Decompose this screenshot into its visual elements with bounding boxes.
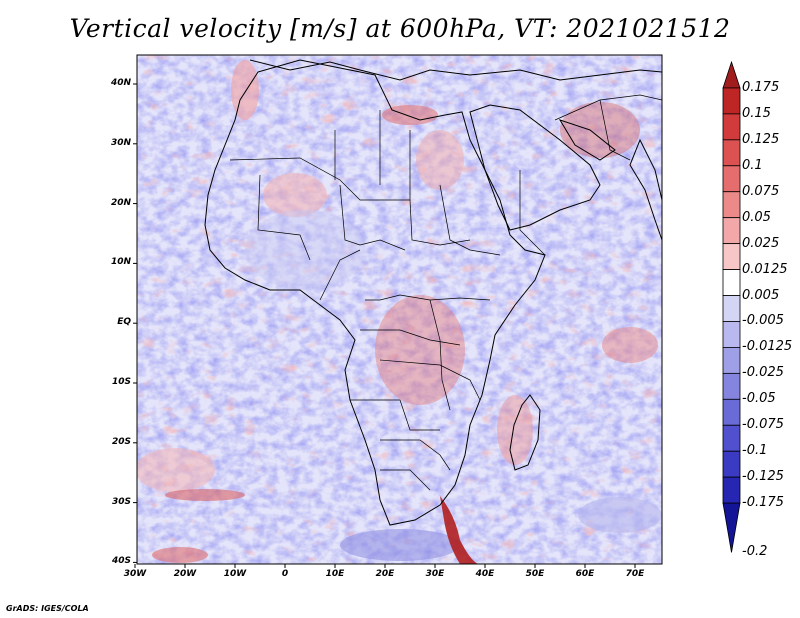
lon-label: 30E [425,569,445,579]
colorbar-swatch [722,398,741,426]
colorbar-swatch [722,321,741,348]
colorbar-swatch [722,191,741,219]
colorbar-label: 0.025 [742,235,780,251]
coastlines [204,59,662,526]
colorbar-swatch [722,60,741,89]
colorbar-swatch [722,372,741,400]
lon-label: 10E [325,569,345,579]
colorbar-label: -0.005 [742,313,784,329]
colorbar-label: -0.0125 [742,339,793,355]
colorbar-swatch [722,476,741,504]
lon-label: 20W [173,569,197,579]
lon-label: 60E [575,569,595,579]
colorbar-label: 0.0125 [742,261,788,277]
colorbar-label: -0.175 [742,495,784,511]
lat-label: 20S [111,436,131,447]
lat-label: EQ [117,317,131,328]
lat-label: 40S [111,556,131,567]
lon-label: 50E [525,569,545,579]
colorbar-label: 0.15 [742,105,771,121]
axis-ticks [133,83,636,568]
lon-label: 0 [281,569,289,579]
lon-label: 30W [123,569,147,579]
lat-label: 30N [110,137,131,148]
colorbar-swatch [722,347,741,374]
colorbar-label: -0.1 [742,443,768,459]
grads-credit: GrADS: IGES/COLA [6,604,89,613]
colorbar-swatch [722,424,741,452]
lat-label: 10N [110,257,131,268]
colorbar-label: -0.2 [742,544,768,560]
colorbar-label: 0.175 [742,79,780,95]
colorbar-label: -0.025 [742,365,784,381]
colorbar-swatch [722,269,741,296]
colorbar-label: -0.05 [742,391,776,407]
lat-label: 30S [111,496,131,507]
colorbar-swatch [722,502,741,553]
lon-label: 20E [375,569,395,579]
lat-label: 10S [111,377,131,387]
colorbar-swatch [722,165,741,193]
map-title: Vertical velocity [m/s] at 600hPa, VT: 2… [69,14,731,43]
colorbar-label: 0.005 [742,287,780,303]
colorbar-swatch [722,217,741,245]
colorbar-label: 0.05 [742,209,771,225]
colorbar-swatch [722,243,741,270]
colorbar-label: -0.075 [742,417,784,433]
colorbar [722,60,741,553]
lon-label: 10W [223,569,247,579]
colorbar-label: 0.1 [742,157,763,173]
colorbar-swatch [722,113,741,141]
plot-frame [136,54,663,565]
velocity-field [137,55,662,564]
lon-label: 70E [625,569,645,579]
colorbar-swatch [722,87,741,115]
lon-label: 40E [475,569,495,579]
country-borders [229,94,662,491]
colorbar-swatch [722,139,741,167]
colorbar-label: -0.125 [742,469,784,485]
colorbar-swatch [722,450,741,478]
colorbar-label: 0.075 [742,183,780,199]
colorbar-label: 0.125 [742,131,780,147]
lat-label: 20N [110,197,131,208]
lat-label: 40N [110,78,131,88]
colorbar-swatch [722,295,741,322]
